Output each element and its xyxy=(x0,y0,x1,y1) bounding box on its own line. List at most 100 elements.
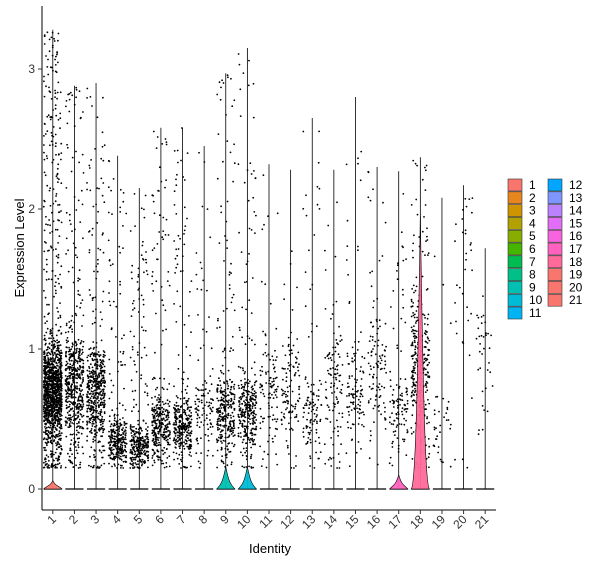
data-point xyxy=(50,456,53,458)
data-point xyxy=(66,411,69,414)
data-point xyxy=(173,150,176,152)
data-point xyxy=(153,415,155,418)
data-point xyxy=(45,409,48,412)
data-point xyxy=(124,438,127,441)
data-point xyxy=(55,419,58,421)
data-point xyxy=(100,360,103,363)
data-point xyxy=(174,441,177,444)
data-point xyxy=(357,423,360,425)
data-point xyxy=(65,105,67,108)
data-point xyxy=(295,416,298,418)
data-point xyxy=(185,434,188,436)
data-point xyxy=(47,397,50,400)
data-point xyxy=(120,364,123,366)
data-point xyxy=(153,461,156,464)
data-point xyxy=(97,247,100,250)
data-point xyxy=(287,345,290,348)
data-point xyxy=(157,450,160,453)
data-point xyxy=(142,329,145,332)
data-point xyxy=(309,457,312,460)
data-point xyxy=(348,377,351,379)
data-point xyxy=(69,403,71,406)
data-point xyxy=(143,449,146,452)
data-point xyxy=(185,414,188,417)
data-point xyxy=(200,288,203,291)
data-point xyxy=(97,258,99,261)
data-point xyxy=(199,347,202,350)
data-point xyxy=(75,464,77,467)
data-point xyxy=(103,379,106,382)
data-point xyxy=(56,364,59,367)
data-point xyxy=(54,417,57,420)
data-point xyxy=(151,397,153,399)
data-point xyxy=(178,438,181,440)
data-point xyxy=(160,418,163,420)
data-point xyxy=(86,97,88,99)
data-point xyxy=(238,387,241,390)
data-point xyxy=(56,344,59,347)
data-point xyxy=(227,426,230,429)
data-point xyxy=(90,402,93,404)
data-point xyxy=(92,466,95,469)
data-point xyxy=(359,370,362,373)
data-point xyxy=(216,441,219,443)
data-point xyxy=(88,348,91,351)
data-point xyxy=(232,429,235,432)
data-point xyxy=(60,395,62,398)
data-point xyxy=(223,405,226,408)
data-point xyxy=(175,429,178,431)
data-point xyxy=(335,339,338,341)
data-point xyxy=(260,415,262,418)
data-point xyxy=(56,261,59,264)
data-point xyxy=(177,354,180,356)
data-point xyxy=(76,256,79,259)
data-point xyxy=(113,435,116,438)
data-point xyxy=(96,361,99,364)
data-point xyxy=(64,375,67,377)
data-point xyxy=(56,353,59,356)
data-point xyxy=(98,376,101,378)
data-point xyxy=(180,437,183,440)
data-point xyxy=(252,196,255,199)
data-point xyxy=(197,359,200,362)
data-point xyxy=(310,429,312,432)
data-point xyxy=(147,459,150,462)
data-point xyxy=(175,395,178,397)
data-point xyxy=(288,349,291,352)
data-point xyxy=(70,353,72,355)
data-point xyxy=(173,404,176,406)
data-point xyxy=(75,88,78,91)
data-point xyxy=(337,434,339,437)
data-point xyxy=(255,428,257,431)
data-point xyxy=(335,378,338,381)
data-point xyxy=(281,345,284,347)
data-point xyxy=(286,407,288,409)
data-point xyxy=(216,466,219,469)
data-point xyxy=(162,329,164,332)
data-point xyxy=(115,435,118,438)
data-point xyxy=(142,451,145,453)
data-point xyxy=(227,414,230,417)
data-point xyxy=(184,423,187,426)
data-point xyxy=(143,453,146,456)
data-point xyxy=(88,167,91,169)
data-point xyxy=(49,404,51,407)
data-point xyxy=(164,424,167,427)
data-point xyxy=(92,408,95,411)
data-point xyxy=(102,377,105,380)
data-point xyxy=(264,351,267,354)
data-point xyxy=(82,340,85,343)
data-point xyxy=(252,387,255,390)
data-point xyxy=(102,396,105,399)
data-point xyxy=(250,367,253,370)
data-point xyxy=(77,398,80,401)
data-point xyxy=(133,193,136,195)
data-point xyxy=(77,408,80,410)
data-point xyxy=(49,415,52,418)
data-point xyxy=(91,383,93,386)
data-point xyxy=(250,229,253,231)
data-point xyxy=(273,380,275,383)
data-point xyxy=(316,203,319,206)
data-point xyxy=(125,455,128,457)
data-point xyxy=(272,414,275,416)
